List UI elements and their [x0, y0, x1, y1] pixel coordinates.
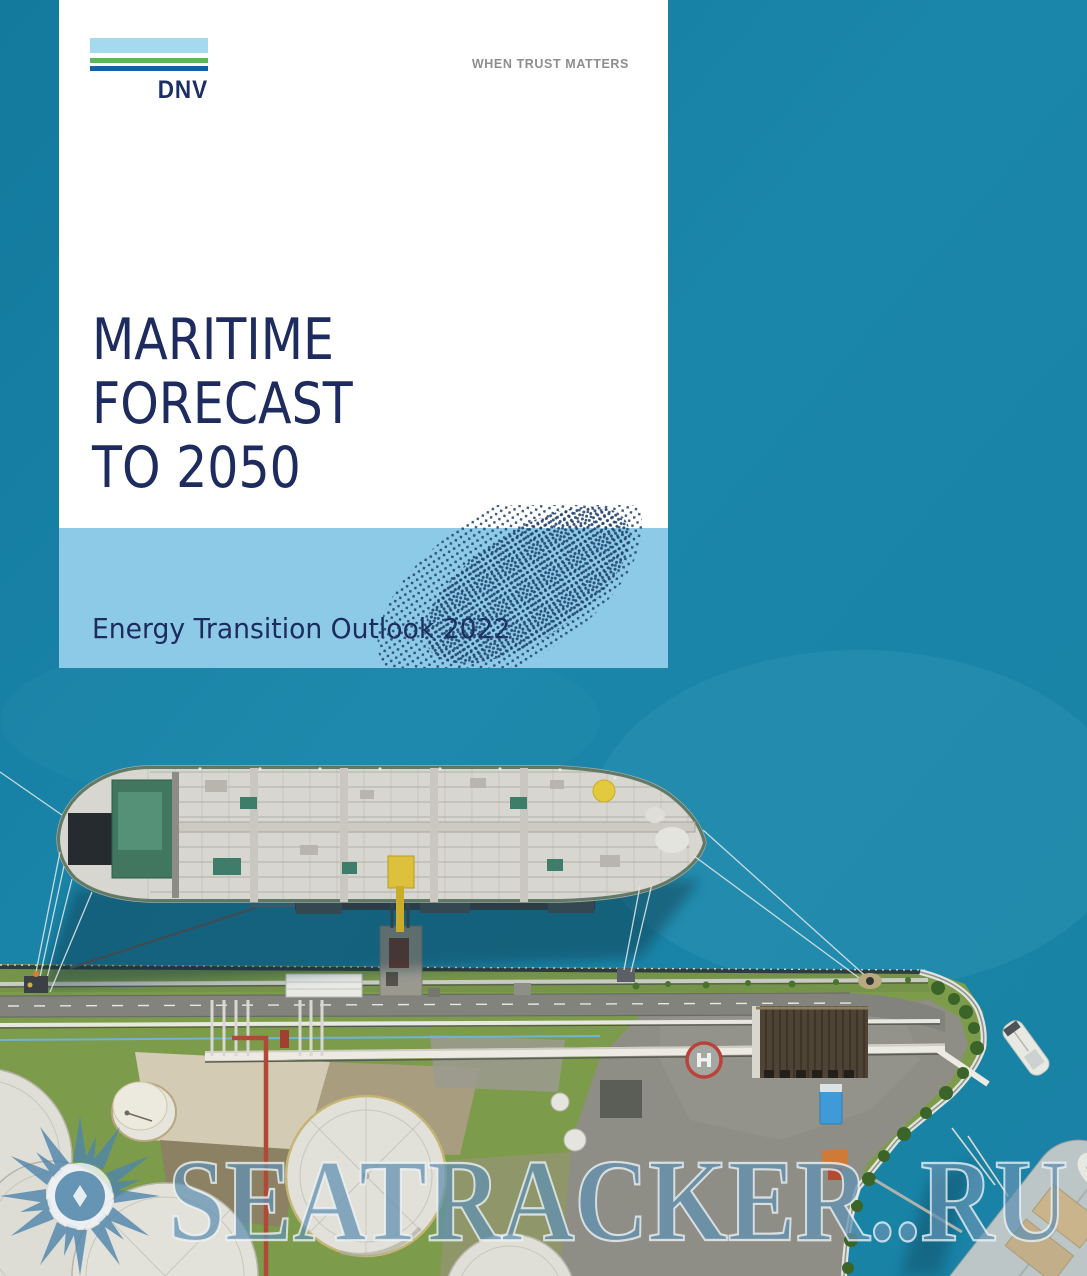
ship-crane: [387, 855, 415, 889]
watermark-text: SEATRACKER..RU: [168, 1135, 1068, 1266]
trees: [632, 977, 984, 1274]
mooring-bollards: [24, 971, 882, 993]
mooring-lines: [0, 771, 871, 993]
tanker-ship: [56, 765, 707, 932]
dnv-logo: DNV: [90, 38, 208, 105]
warehouse-building: [752, 1006, 868, 1078]
small-boat: [1002, 1020, 1050, 1076]
logo-wordmark: DNV: [157, 76, 208, 104]
report-subtitle: Energy Transition Outlook 2022: [92, 612, 511, 645]
watermark: SEATRACKER..RU: [0, 1116, 1069, 1276]
deck-yellow-marking: [592, 779, 616, 803]
blue-truck: [819, 1084, 843, 1125]
cover-panel-white: DNV WHEN TRUST MATTERS MARITIME FORECAST…: [59, 0, 668, 528]
report-title: MARITIME FORECAST TO 2050: [92, 308, 353, 500]
small-silo-tank: [111, 1081, 177, 1142]
storage-tank: [447, 1233, 573, 1276]
orange-crane-truck: [822, 1150, 848, 1180]
logo-green-bar: [90, 58, 208, 63]
brand-tagline: WHEN TRUST MATTERS: [471, 57, 629, 71]
helipad-marking: [685, 1041, 723, 1079]
ship-shadow: [40, 880, 700, 988]
logo-sky-bar: [90, 38, 208, 53]
bunker-vessel: [874, 1127, 1087, 1276]
storage-tank: [284, 1094, 448, 1258]
logo-blue-bar: [90, 66, 208, 71]
title-line: TO 2050: [92, 435, 301, 501]
subtitle-band: Energy Transition Outlook 2022: [59, 528, 668, 668]
loading-canopy-building: [285, 973, 531, 998]
storage-tank: [71, 1182, 259, 1276]
title-line: MARITIME: [92, 307, 335, 373]
title-line: FORECAST: [92, 371, 353, 437]
watermark-sun-icon: [0, 1116, 160, 1276]
cover-panel: DNV WHEN TRUST MATTERS MARITIME FORECAST…: [59, 0, 668, 668]
